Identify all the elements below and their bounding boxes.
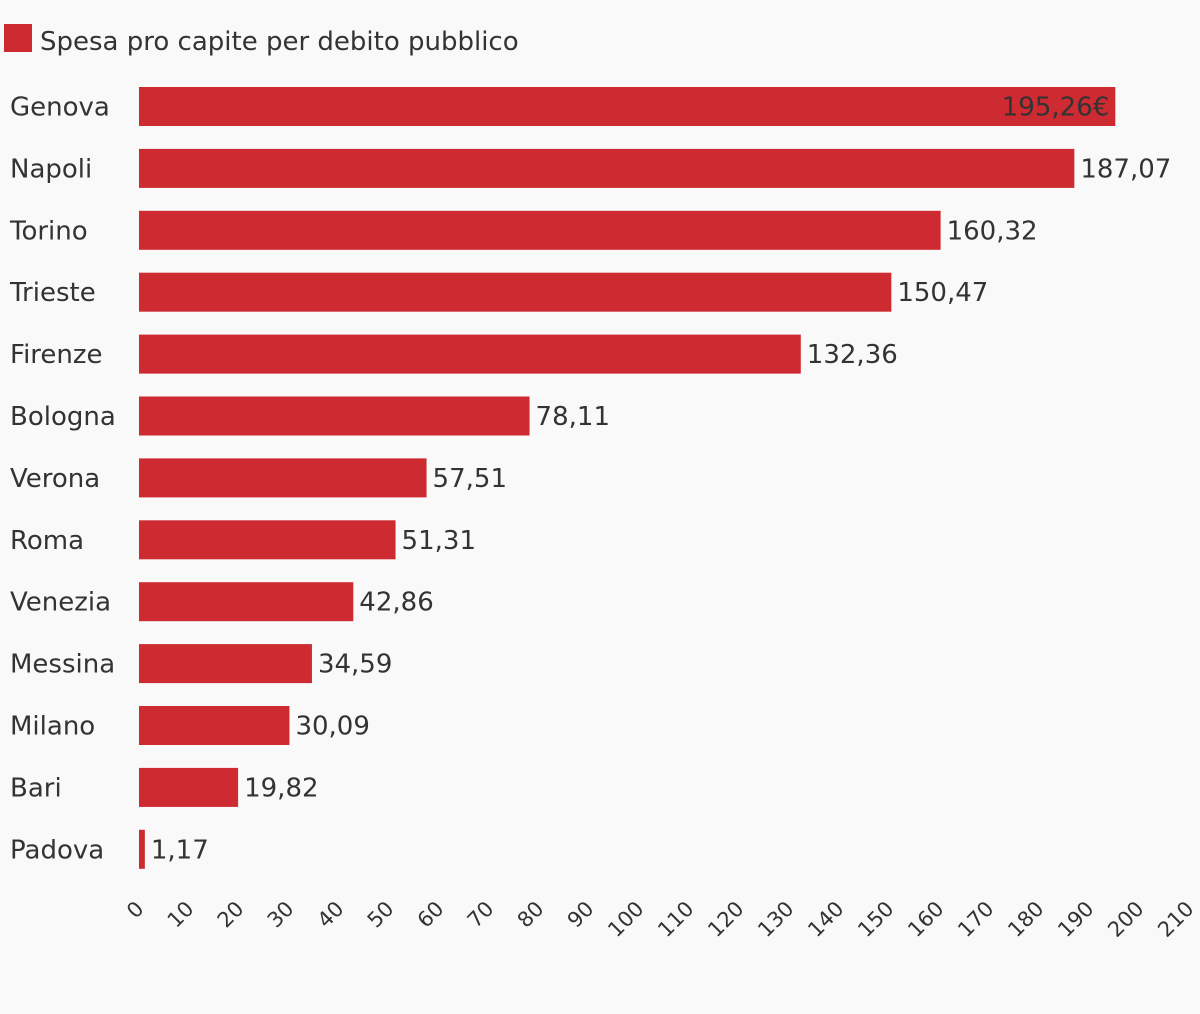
category-label: Napoli (10, 154, 92, 184)
x-tick-label: 100 (603, 897, 648, 942)
bar[interactable] (139, 458, 427, 498)
x-tick-label: 190 (1053, 897, 1098, 942)
category-label: Milano (10, 712, 95, 742)
bar[interactable] (139, 644, 312, 684)
data-label: 34,59 (318, 650, 392, 680)
data-label: 132,36 (807, 340, 898, 370)
category-label: Trieste (9, 278, 96, 308)
data-label: 1,17 (151, 835, 209, 865)
category-labels: Genova Napoli Torino Trieste Firenze Bologna V… (9, 93, 116, 866)
bar[interactable] (139, 520, 396, 560)
category-label: Padova (10, 835, 104, 865)
category-label: Venezia (10, 588, 111, 618)
x-tick-label: 180 (1003, 897, 1048, 942)
bar[interactable] (139, 767, 239, 807)
data-label: 51,31 (402, 526, 476, 556)
data-label: 78,11 (536, 402, 610, 432)
bar[interactable] (139, 148, 1075, 188)
x-tick-label: 110 (653, 897, 698, 942)
legend: Spesa pro capite per debito pubblico (4, 24, 519, 57)
x-tick-label: 130 (753, 897, 798, 942)
legend-label: Spesa pro capite per debito pubblico (40, 27, 519, 57)
bar[interactable] (139, 272, 892, 312)
x-tick-label: 90 (563, 897, 599, 933)
x-tick-label: 150 (853, 897, 898, 942)
data-label: 42,86 (359, 588, 433, 618)
value-labels: 195,26€ 187,07 160,32 150,47 132,36 78,11 57,5… (151, 93, 1171, 866)
x-tick-label: 20 (213, 897, 249, 933)
bar[interactable] (139, 210, 941, 250)
data-label: 187,07 (1080, 154, 1171, 184)
x-axis: 0 10 20 30 40 50 60 70 80 90 100 110 120 130 140 150 160… (122, 897, 1198, 942)
bar[interactable] (139, 706, 290, 745)
legend-swatch (4, 24, 32, 52)
data-label: 195,26€ (1002, 93, 1110, 123)
category-label: Torino (9, 216, 88, 246)
x-tick-label: 160 (903, 897, 948, 942)
x-tick-label: 70 (463, 897, 499, 933)
data-label: 30,09 (295, 712, 369, 742)
bar[interactable] (139, 582, 354, 622)
data-label: 160,32 (947, 216, 1038, 246)
bar[interactable] (139, 334, 801, 374)
category-label: Roma (10, 526, 84, 556)
category-label: Bari (10, 773, 62, 803)
category-label: Firenze (10, 340, 103, 370)
x-tick-label: 60 (413, 897, 449, 933)
category-label: Verona (10, 464, 100, 494)
category-label: Bologna (10, 402, 116, 432)
data-label: 57,51 (433, 464, 507, 494)
x-tick-label: 0 (122, 897, 148, 923)
category-label: Genova (10, 93, 110, 123)
x-tick-label: 50 (363, 897, 399, 933)
x-tick-label: 200 (1103, 897, 1148, 942)
x-tick-label: 40 (313, 897, 349, 933)
bar[interactable] (139, 829, 145, 869)
bar[interactable] (139, 87, 1116, 126)
data-label: 150,47 (897, 278, 988, 308)
category-label: Messina (10, 650, 115, 680)
x-tick-label: 80 (513, 897, 549, 933)
x-tick-label: 30 (263, 897, 299, 933)
x-tick-label: 210 (1153, 897, 1198, 942)
data-label: 19,82 (244, 773, 318, 803)
x-tick-label: 10 (163, 897, 199, 933)
x-tick-label: 120 (703, 897, 748, 942)
x-tick-label: 170 (953, 897, 998, 942)
x-tick-label: 140 (803, 897, 848, 942)
bars (139, 87, 1116, 869)
bar[interactable] (139, 396, 530, 436)
